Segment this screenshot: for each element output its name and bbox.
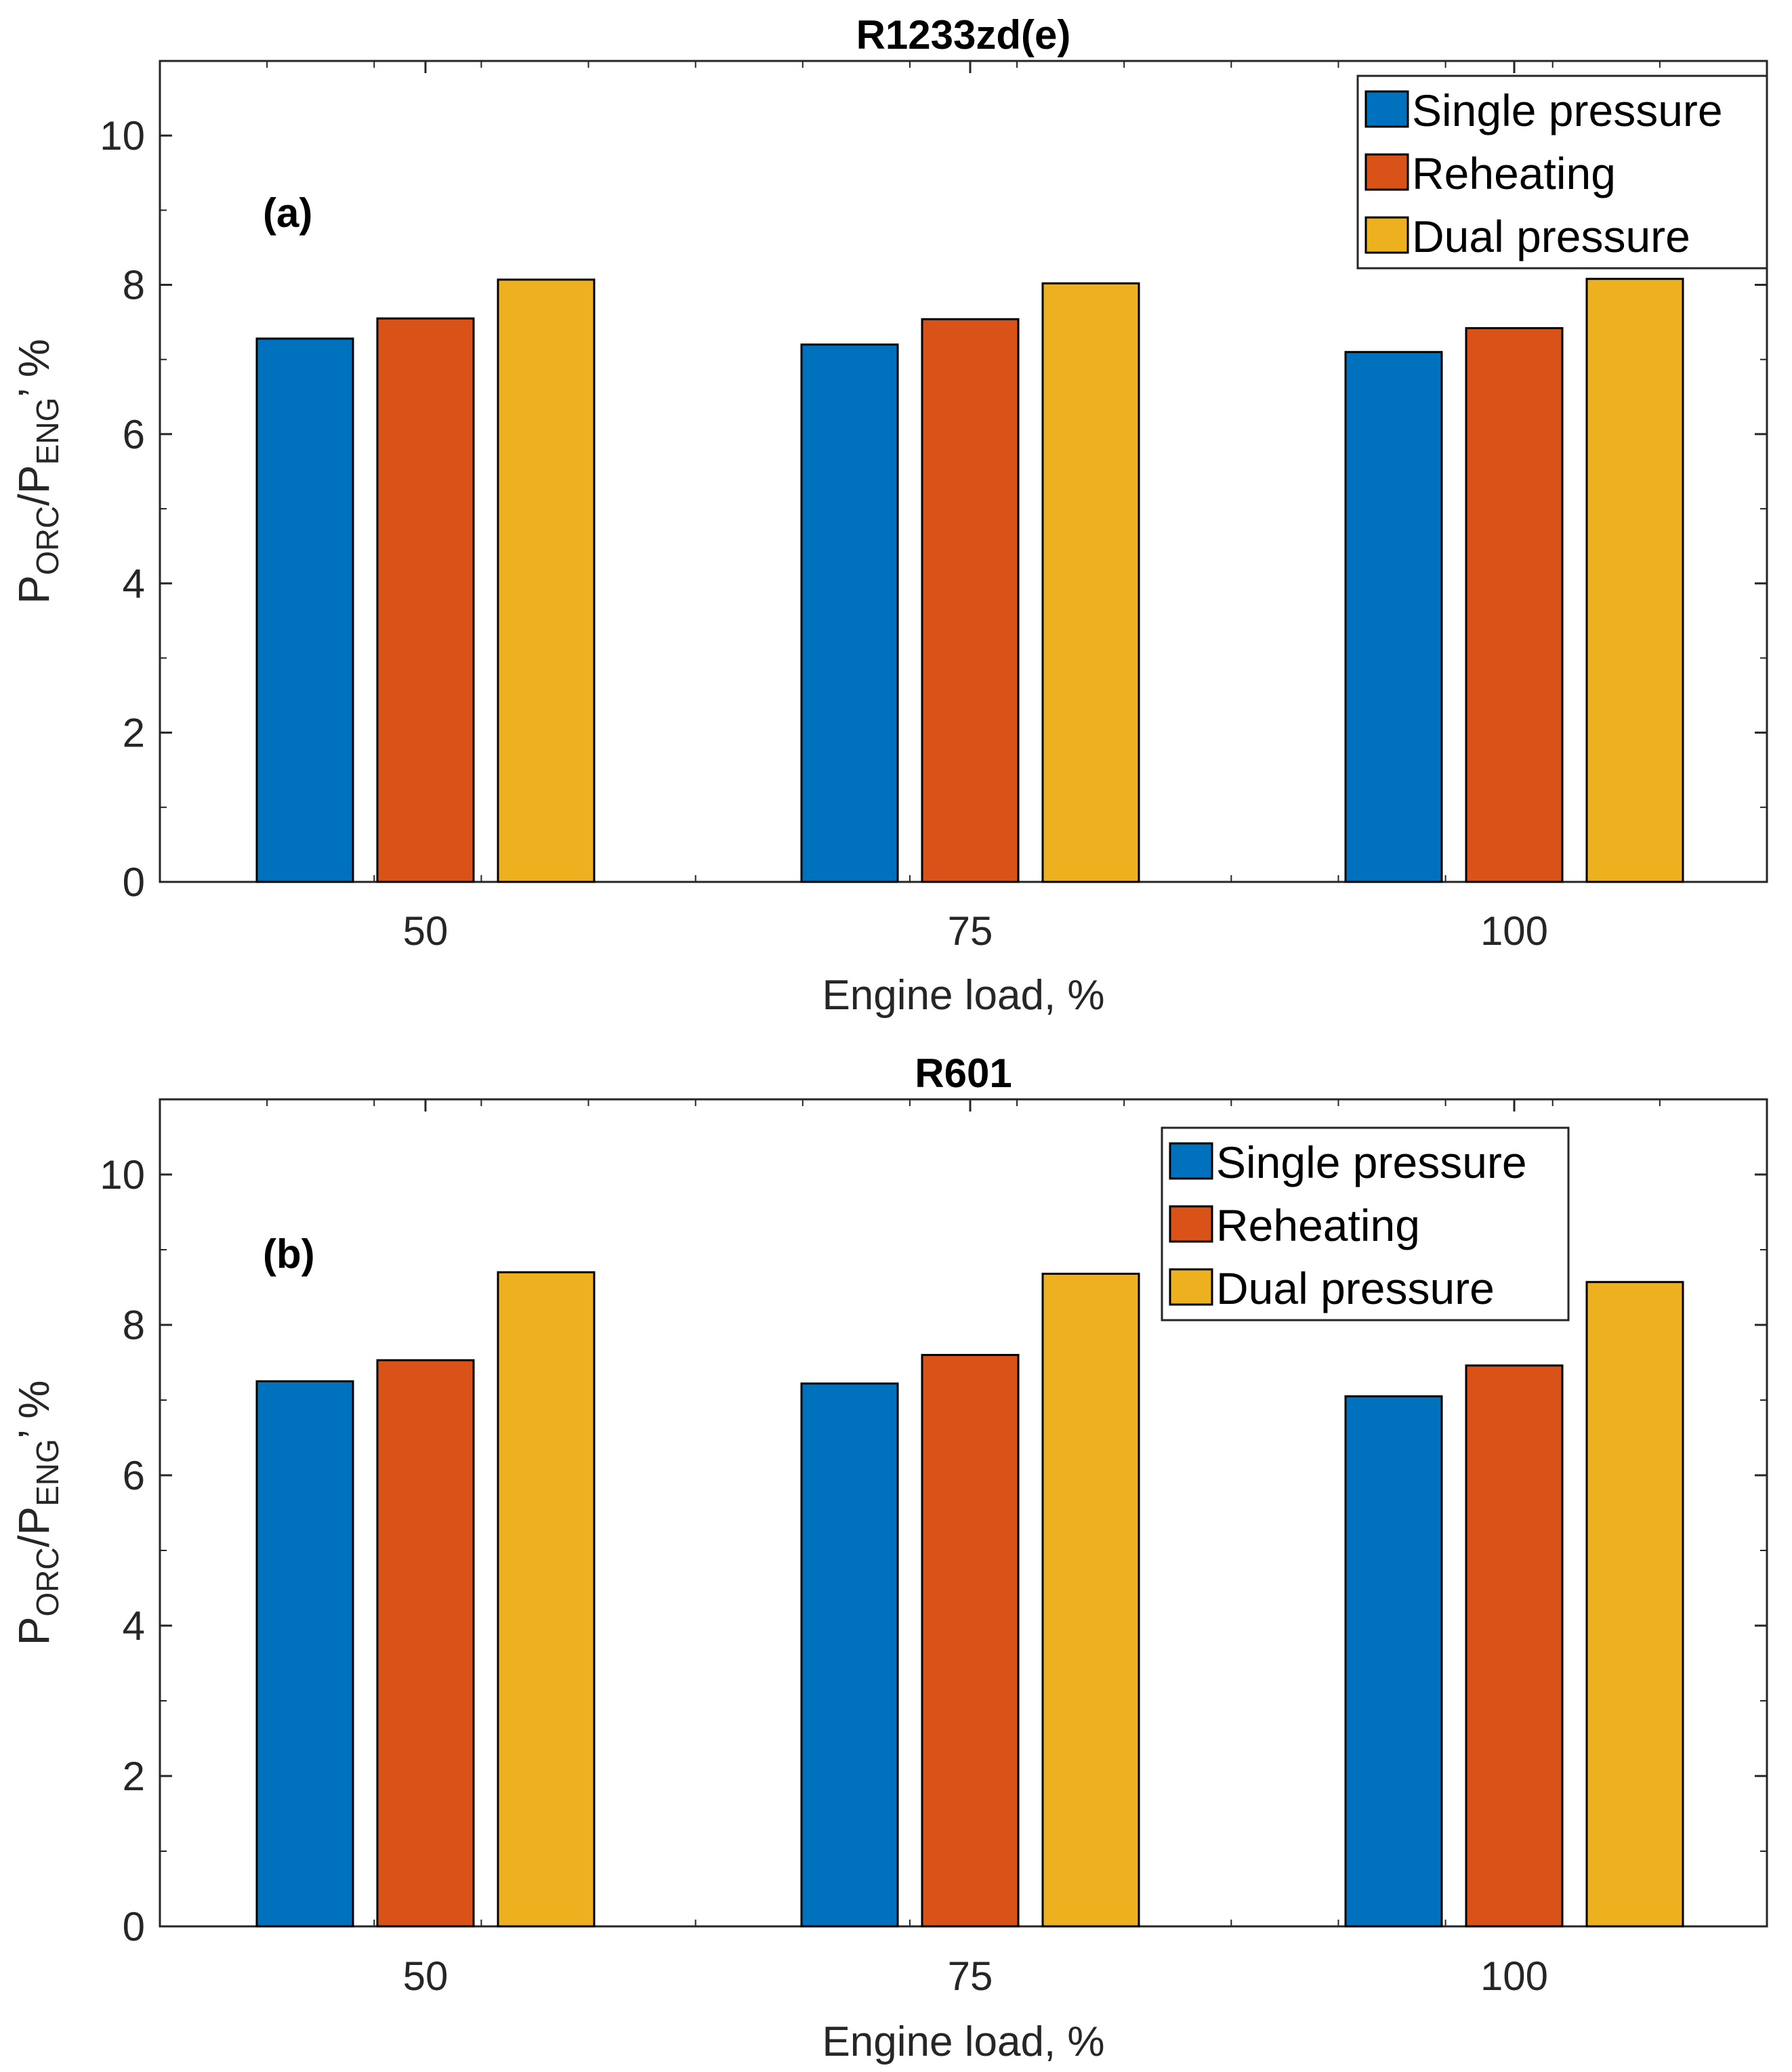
bar-dual-pressure-100: [1585, 278, 1684, 883]
y-tick-label: 10: [100, 113, 145, 158]
chart-panel-a: R1233zd(e) 0 2 4 6 8 10 50 75 100 Engine load, % PO…: [9, 12, 1768, 1019]
y-tick-label: 4: [123, 1603, 145, 1649]
y-tick-label: 2: [123, 1754, 145, 1799]
y-tick-label: 0: [123, 860, 145, 905]
bar-single-pressure-75: [800, 1382, 899, 1928]
panel-label: (a): [263, 190, 312, 236]
y-axis-label-mid: /P: [9, 1506, 58, 1547]
legend: Single pressure Reheating Dual pressure: [1161, 1126, 1570, 1322]
y-tick-label: 2: [123, 711, 145, 756]
legend-entry-label: Reheating: [1412, 148, 1616, 198]
y-tick-label: 6: [123, 412, 145, 457]
y-axis-label-sub1: ORC: [30, 1547, 65, 1616]
bar-single-pressure-100: [1344, 351, 1443, 883]
bar-single-pressure-50: [255, 1380, 354, 1928]
y-tick-label: 8: [123, 1303, 145, 1348]
legend-box: [1356, 75, 1768, 270]
bar-dual-pressure-50: [497, 1271, 596, 1928]
bar-dual-pressure-100: [1585, 1281, 1684, 1928]
y-axis-label-sub2: ENG: [30, 1439, 65, 1506]
y-axis-label-mid: /P: [9, 465, 58, 505]
y-tick-label: 8: [123, 263, 145, 308]
y-axis-label-base: P: [9, 1617, 58, 1646]
legend-entry-label: Single pressure: [1216, 1137, 1527, 1187]
x-tick-label: 100: [1480, 1953, 1548, 1999]
legend-swatch: [1169, 1205, 1213, 1243]
bar-single-pressure-75: [800, 343, 899, 883]
bar-reheating-50: [376, 317, 475, 883]
bar-reheating-100: [1465, 1364, 1564, 1928]
legend-entry-label: Single pressure: [1412, 85, 1723, 135]
x-axis-label: Engine load, %: [822, 2018, 1104, 2065]
legend-swatch: [1364, 90, 1409, 128]
x-tick-label: 50: [403, 908, 449, 954]
legend-swatch: [1169, 1142, 1213, 1180]
y-axis-label-sub1: ORC: [30, 506, 65, 575]
bar-dual-pressure-75: [1041, 1273, 1140, 1928]
y-axis-label: PORC/PENG’ %: [9, 1380, 65, 1646]
y-tick-label: 4: [123, 561, 145, 606]
legend-entry-label: Dual pressure: [1216, 1263, 1495, 1313]
y-tick-label: 6: [123, 1453, 145, 1498]
x-tick-label: 75: [948, 1953, 993, 1999]
bar-single-pressure-50: [255, 337, 354, 883]
x-tick-label: 50: [403, 1953, 449, 1999]
legend-entry-label: Dual pressure: [1412, 211, 1690, 261]
legend-swatch: [1169, 1268, 1213, 1306]
bar-dual-pressure-75: [1041, 282, 1140, 883]
y-axis-label-tail: ’ %: [9, 1380, 58, 1439]
legend-swatch: [1364, 216, 1409, 254]
bar-reheating-50: [376, 1359, 475, 1928]
legend-swatch: [1364, 153, 1409, 191]
y-axis-label: PORC/PENG’ %: [9, 339, 65, 604]
legend: Single pressure Reheating Dual pressure: [1356, 75, 1768, 270]
x-tick-label: 75: [948, 908, 993, 954]
y-axis-label-base: P: [9, 575, 58, 604]
legend-box: [1161, 1126, 1570, 1322]
chart-title: R1233zd(e): [856, 12, 1071, 58]
x-tick-label: 100: [1480, 908, 1548, 954]
bar-reheating-75: [921, 318, 1020, 883]
y-tick-label: 0: [123, 1904, 145, 1949]
legend-entry-label: Reheating: [1216, 1200, 1420, 1250]
x-axis-label: Engine load, %: [822, 972, 1104, 1019]
panel-label: (b): [263, 1231, 315, 1277]
bar-reheating-100: [1465, 326, 1564, 883]
y-tick-label: 10: [100, 1152, 145, 1198]
chart-panel-b: R601 0 2 4 6 8 10 50 75 100 Engine load, % PORC/PEN…: [9, 1051, 1768, 2065]
bar-reheating-75: [921, 1353, 1020, 1928]
bar-single-pressure-100: [1344, 1395, 1443, 1928]
bar-dual-pressure-50: [497, 278, 596, 883]
chart-title: R601: [915, 1051, 1012, 1096]
y-axis-label-tail: ’ %: [9, 339, 58, 398]
y-axis-label-sub2: ENG: [30, 398, 65, 465]
